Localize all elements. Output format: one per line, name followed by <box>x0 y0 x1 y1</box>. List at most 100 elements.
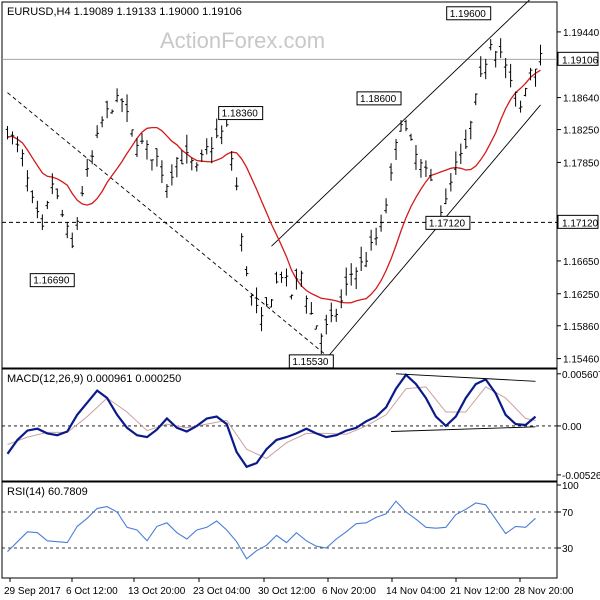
svg-text:1.18600: 1.18600 <box>360 94 397 105</box>
ohlc-bar <box>185 134 189 164</box>
ohlc-bar <box>60 209 65 218</box>
x-tick-label: 30 Oct 12:00 <box>258 586 316 597</box>
ohlc-bar <box>155 148 159 167</box>
ohlc-bar <box>75 217 80 231</box>
x-tick-label: 6 Nov 20:00 <box>322 586 376 597</box>
ohlc-bar <box>20 149 25 167</box>
current-price-box <box>557 51 599 66</box>
x-tick-label: 6 Oct 12:00 <box>66 586 118 597</box>
ohlc-bar <box>339 289 344 309</box>
ohlc-bar <box>55 188 60 200</box>
ohlc-bar <box>40 214 45 230</box>
rsi-tick-label: 30 <box>562 544 574 555</box>
ohlc-bar <box>175 157 179 178</box>
ohlc-bar <box>110 109 114 114</box>
ohlc-bar <box>349 263 354 286</box>
ohlc-bar <box>239 233 244 252</box>
ohlc-bar <box>15 136 20 153</box>
ohlc-bar <box>478 56 483 78</box>
ohlc-bar <box>25 170 30 192</box>
level-label: 1.16690 <box>29 273 75 288</box>
ohlc-bar <box>473 93 478 106</box>
ohlc-bar <box>165 184 169 198</box>
price-tick-label: 1.17850 <box>563 158 600 169</box>
current-price-label: 1.19106 <box>562 55 599 66</box>
ohlc-bar <box>234 177 239 191</box>
ohlc-bar <box>419 159 423 178</box>
watermark: ActionForex.com <box>160 28 325 53</box>
ohlc-bar <box>65 221 70 239</box>
ohlc-bar <box>209 137 214 164</box>
ohlc-bar <box>444 188 448 205</box>
ohlc-bar <box>145 140 149 160</box>
ohlc-bar <box>214 118 219 139</box>
ohlc-bar <box>135 138 139 158</box>
ohlc-bar <box>130 129 134 137</box>
ohlc-bar <box>324 314 329 335</box>
ohlc-bar <box>508 63 513 88</box>
x-tick-label: 29 Sep 2017 <box>4 586 61 597</box>
ohlc-bar <box>429 168 433 182</box>
ohlc-bar <box>204 138 209 155</box>
ohlc-bar <box>269 298 274 308</box>
macd-tick-label: 0.00 <box>562 422 582 433</box>
moving-average-line <box>7 69 541 304</box>
ohlc-bar <box>374 227 378 246</box>
rsi-lines: 100 70 30 <box>2 481 579 560</box>
ohlc-bar <box>379 214 383 232</box>
ohlc-bar <box>294 268 299 290</box>
price-tick-label: 1.18250 <box>563 126 600 137</box>
ohlc-bar <box>105 100 109 119</box>
x-tick-label: 28 Nov 20:00 <box>514 586 574 597</box>
rsi-tick-label: 70 <box>562 508 574 519</box>
ohlc-bar <box>85 158 89 177</box>
price-tick-label: 1.16250 <box>563 290 600 301</box>
ohlc-bar <box>115 88 119 103</box>
svg-text:1.15530: 1.15530 <box>292 357 329 368</box>
svg-text:1.16690: 1.16690 <box>33 276 70 287</box>
ohlc-bar <box>513 91 518 107</box>
ohlc-bar <box>319 333 324 355</box>
macd-tick-label: 0.005607 <box>562 370 600 381</box>
ohlc-bar <box>394 138 398 161</box>
ohlc-bar <box>399 120 403 132</box>
level-label: 1.17120 <box>425 215 471 230</box>
level-label: 1.18600 <box>356 91 402 106</box>
price-tick-label: 1.15460 <box>563 355 600 366</box>
price-tick-label: 1.15860 <box>563 322 600 333</box>
ohlc-bar <box>219 125 224 145</box>
ohlc-bar <box>90 150 94 165</box>
ohlc-bar <box>538 44 543 66</box>
ohlc-bar <box>498 38 503 58</box>
ohlc-bar <box>314 325 319 330</box>
ohlc-bar <box>503 58 508 79</box>
ohlc-bar <box>249 294 254 306</box>
x-tick-label: 13 Oct 20:00 <box>128 586 186 597</box>
macd-lines: 0.005607 0.00 -0.005267 <box>2 370 600 482</box>
price-pane <box>1 1 558 369</box>
macd-tick-label: -0.005267 <box>562 471 600 482</box>
ohlc-bar <box>454 151 458 175</box>
level-label: 1.15530 <box>288 354 334 369</box>
ohlc-bar <box>468 120 473 140</box>
price-tick-label: 1.18640 <box>563 94 600 105</box>
ohlc-bar <box>359 246 363 271</box>
ohlc-bar <box>274 271 279 284</box>
svg-text:1.19600: 1.19600 <box>450 9 487 20</box>
rsi-tick-label: 100 <box>562 481 579 492</box>
ohlc-bar <box>449 173 453 192</box>
ohlc-bar <box>279 271 284 283</box>
macd-pane <box>1 368 558 482</box>
chart-title: EURUSD,H4 1.19089 1.19133 1.19000 1.1910… <box>7 6 242 18</box>
ohlc-bar <box>190 157 194 171</box>
support-price-label: 1.17120 <box>562 218 599 229</box>
ohlc-bar <box>150 159 154 171</box>
signal-line <box>7 386 536 460</box>
ohlc-bar <box>354 267 358 289</box>
macd-trend-line <box>391 426 536 432</box>
ohlc-bar <box>244 266 249 277</box>
macd-line <box>6 373 537 469</box>
support-price-box <box>557 214 599 229</box>
ohlc-bar <box>180 150 184 165</box>
